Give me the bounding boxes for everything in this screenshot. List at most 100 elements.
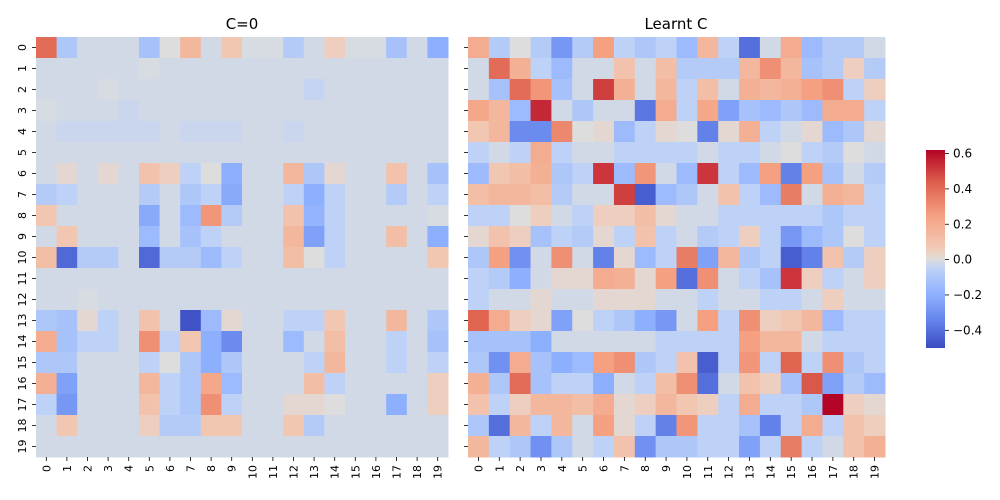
heatmap-cell [718,247,740,269]
heatmap-cell [676,352,698,374]
heatmap-cell [822,289,844,311]
heatmap-cell [200,205,222,227]
heatmap-cell [593,184,615,206]
heatmap-cell [509,247,532,269]
heatmap-cell [283,58,305,80]
heatmap-cell [427,184,449,206]
heatmap-cell [159,58,181,80]
heatmap-cell [613,331,636,353]
x-tick-label: 2 [82,465,95,472]
heatmap-cell [864,268,886,290]
colorbar-tick-label: −0.4 [953,323,982,337]
y-tick-label: 12 [16,293,29,307]
heatmap-cell [406,352,428,374]
heatmap-cell [159,373,181,395]
heatmap-cell [365,37,387,59]
heatmap-cell [406,142,428,164]
y-tick-label: 14 [16,335,29,349]
heatmap-cell [427,247,449,269]
heatmap-cell [56,79,78,101]
heatmap-cell [427,121,449,143]
heatmap-cell [759,436,782,458]
heatmap-cell [242,163,264,185]
heatmap-cell [77,331,99,353]
heatmap-cell [386,184,408,206]
heatmap-cell [634,142,657,164]
heatmap-cell [262,100,284,122]
x-tick-label: 14 [329,465,342,479]
heatmap-cell [697,58,719,80]
heatmap-cell [118,226,140,248]
heatmap-cell [139,310,161,332]
heatmap-cell [676,436,698,458]
heatmap-cell [697,394,719,416]
heatmap-cell [759,289,782,311]
heatmap-cell [36,436,58,458]
heatmap-cell [77,205,99,227]
heatmap-cell [427,37,449,59]
heatmap-cell [718,37,740,59]
heatmap-cell [697,436,719,458]
heatmap-cell [345,436,367,458]
heatmap-cell [97,289,119,311]
heatmap-cell [509,121,532,143]
heatmap-cell [36,58,58,80]
heatmap-cell [180,205,202,227]
heatmap-cell [509,226,532,248]
heatmap-cell [303,142,325,164]
heatmap-cell [551,289,573,311]
heatmap-cell [406,184,428,206]
heatmap-cell [200,226,222,248]
heatmap-cell [221,331,243,353]
heatmap-cell [551,100,573,122]
heatmap-cell [759,58,782,80]
heatmap-cell [180,58,202,80]
heatmap-cell [613,121,636,143]
heatmap-cell [822,331,844,353]
x-tick-label: 8 [639,465,652,472]
heatmap-cell [739,184,761,206]
heatmap-cell [180,163,202,185]
heatmap-cell [759,79,782,101]
heatmap-cell [345,415,367,437]
heatmap-cell [697,268,719,290]
heatmap-cell [386,352,408,374]
heatmap-cell [676,205,698,227]
heatmap-cell [822,226,844,248]
heatmap-cell [345,352,367,374]
heatmap-cell [345,163,367,185]
heatmap-cell [488,394,511,416]
heatmap-cell [655,268,677,290]
heatmap-cell [324,289,346,311]
heatmap-cell [655,205,677,227]
heatmap-cell [530,373,552,395]
heatmap-cell [468,247,490,269]
heatmap-cell [718,100,740,122]
heatmap-cell [303,58,325,80]
heatmap-cell [97,100,119,122]
heatmap-cell [180,37,202,59]
heatmap-cell [365,58,387,80]
heatmap-cell [180,121,202,143]
heatmap-cell [139,268,161,290]
heatmap-cell [593,163,615,185]
heatmap-cell [718,268,740,290]
heatmap-cell [242,58,264,80]
x-tick-labels: 0 1 2 3 4 5 6 7 8 9 10 11 12 13 14 15 16 17 18 19 [472,457,882,479]
heatmap-cell [822,247,844,269]
heatmap-cell [572,289,594,311]
heatmap-cell [324,163,346,185]
colorbar-tick-label: 0.2 [953,217,972,231]
heatmap-cell [386,289,408,311]
heatmap-cell [509,142,532,164]
heatmap-cell [593,415,615,437]
heatmap-cell [801,163,823,185]
heatmap-cell [406,37,428,59]
heatmap-cell [468,352,490,374]
heatmap-cell [324,268,346,290]
heatmap-cell [864,247,886,269]
heatmap-cell [613,415,636,437]
heatmap-cell [864,142,886,164]
heatmap-cell [613,37,636,59]
